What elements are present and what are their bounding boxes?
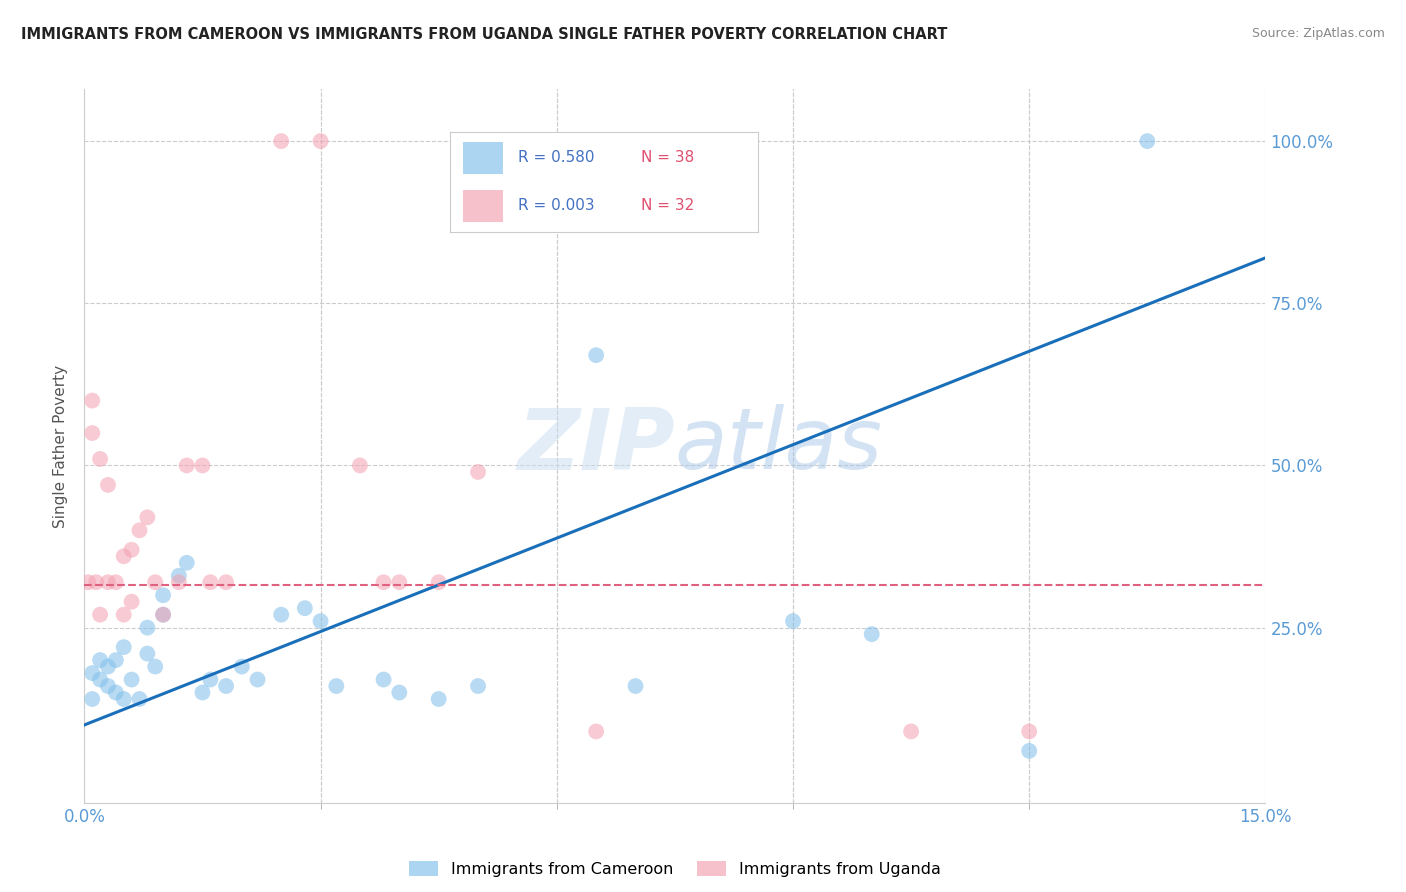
Point bbox=[112, 640, 135, 654]
Point bbox=[152, 607, 174, 622]
Point bbox=[270, 134, 292, 148]
Point bbox=[1018, 724, 1040, 739]
Point bbox=[231, 659, 253, 673]
Point bbox=[97, 659, 120, 673]
Point bbox=[373, 673, 395, 687]
Point bbox=[309, 614, 332, 628]
Point bbox=[104, 575, 127, 590]
Point bbox=[97, 679, 120, 693]
Point bbox=[200, 575, 222, 590]
Text: Source: ZipAtlas.com: Source: ZipAtlas.com bbox=[1251, 27, 1385, 40]
Point bbox=[143, 575, 166, 590]
Text: IMMIGRANTS FROM CAMEROON VS IMMIGRANTS FROM UGANDA SINGLE FATHER POVERTY CORRELA: IMMIGRANTS FROM CAMEROON VS IMMIGRANTS F… bbox=[21, 27, 948, 42]
Point bbox=[215, 679, 238, 693]
Point bbox=[167, 568, 190, 582]
Point bbox=[77, 575, 100, 590]
Point bbox=[294, 601, 316, 615]
Point bbox=[585, 348, 607, 362]
Point bbox=[309, 134, 332, 148]
Point bbox=[152, 607, 174, 622]
Point bbox=[104, 685, 127, 699]
Point bbox=[112, 549, 135, 564]
Point bbox=[152, 588, 174, 602]
Point bbox=[191, 458, 214, 473]
Point bbox=[782, 614, 804, 628]
Legend: Immigrants from Cameroon, Immigrants from Uganda: Immigrants from Cameroon, Immigrants fro… bbox=[409, 862, 941, 877]
Point bbox=[215, 575, 238, 590]
Point bbox=[89, 653, 111, 667]
Point bbox=[388, 685, 411, 699]
Point bbox=[427, 692, 450, 706]
Point bbox=[900, 724, 922, 739]
Point bbox=[467, 465, 489, 479]
Text: ZIP: ZIP bbox=[517, 404, 675, 488]
Y-axis label: Single Father Poverty: Single Father Poverty bbox=[53, 365, 69, 527]
Point bbox=[128, 524, 150, 538]
Text: atlas: atlas bbox=[675, 404, 883, 488]
Point bbox=[270, 607, 292, 622]
Point bbox=[136, 510, 159, 524]
Point bbox=[349, 458, 371, 473]
Point bbox=[167, 575, 190, 590]
Point bbox=[128, 692, 150, 706]
Point bbox=[860, 627, 883, 641]
Point bbox=[246, 673, 269, 687]
Point bbox=[97, 575, 120, 590]
Point bbox=[97, 478, 120, 492]
Point bbox=[82, 692, 104, 706]
Point bbox=[82, 425, 104, 440]
Point bbox=[624, 679, 647, 693]
Point bbox=[1018, 744, 1040, 758]
Point bbox=[191, 685, 214, 699]
Point bbox=[325, 679, 347, 693]
Point bbox=[121, 542, 143, 557]
Point bbox=[427, 575, 450, 590]
Point bbox=[82, 393, 104, 408]
Point bbox=[82, 666, 104, 681]
Point bbox=[585, 724, 607, 739]
Point bbox=[89, 607, 111, 622]
Point bbox=[1136, 134, 1159, 148]
Point bbox=[200, 673, 222, 687]
Point bbox=[136, 647, 159, 661]
Point bbox=[143, 659, 166, 673]
Point bbox=[388, 575, 411, 590]
Point bbox=[104, 653, 127, 667]
Point bbox=[121, 595, 143, 609]
Point bbox=[176, 458, 198, 473]
Point bbox=[112, 692, 135, 706]
Point bbox=[373, 575, 395, 590]
Point bbox=[176, 556, 198, 570]
Point bbox=[89, 673, 111, 687]
Point bbox=[84, 575, 107, 590]
Point bbox=[89, 452, 111, 467]
Point bbox=[121, 673, 143, 687]
Point bbox=[467, 679, 489, 693]
Point bbox=[136, 621, 159, 635]
Point bbox=[112, 607, 135, 622]
